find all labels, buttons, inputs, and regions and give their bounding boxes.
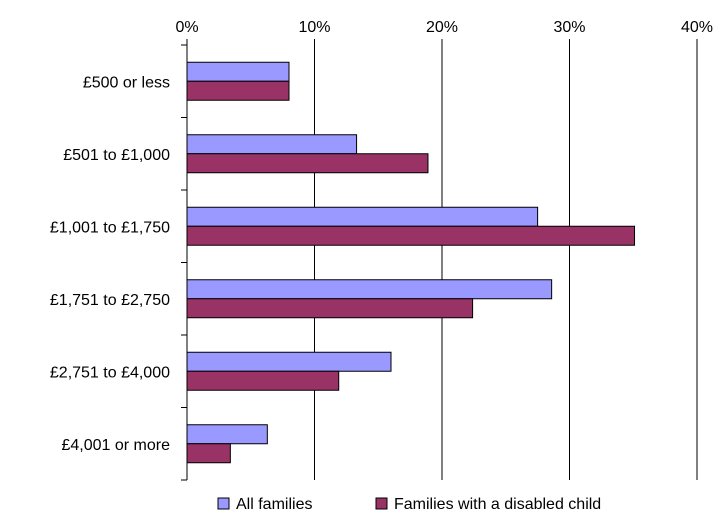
category-label: £501 to £1,000	[63, 147, 170, 164]
x-tick-label: 30%	[553, 19, 585, 36]
category-label: £2,751 to £4,000	[50, 364, 170, 381]
legend-swatch	[375, 497, 388, 510]
bar-families-disabled-child	[186, 370, 340, 391]
bars	[186, 61, 636, 464]
category-label: £4,001 or more	[61, 437, 170, 454]
bar-all-families	[186, 61, 290, 82]
y-axis	[181, 44, 188, 481]
x-tick-label: 20%	[426, 19, 458, 36]
bar-families-disabled-child	[186, 153, 429, 174]
legend: All families Families with a disabled chi…	[217, 496, 601, 513]
bar-families-disabled-child	[186, 298, 474, 319]
x-tick-label: 0%	[175, 19, 198, 36]
category-label: £500 or less	[83, 74, 170, 91]
bar-families-disabled-child	[186, 443, 231, 464]
category-labels: £500 or less £501 to £1,000 £1,001 to £1,7…	[50, 74, 170, 454]
legend-label: All families	[236, 496, 312, 513]
category-label: £1,751 to £2,750	[50, 292, 170, 309]
bar-families-disabled-child	[186, 80, 290, 101]
bar-all-families	[186, 424, 268, 445]
bar-all-families	[186, 279, 553, 300]
category-label: £1,001 to £1,750	[50, 219, 170, 236]
x-tick-label: 40%	[681, 19, 713, 36]
x-axis-tick-labels: 0% 10% 20% 30% 40%	[175, 19, 713, 36]
gridlines	[186, 39, 698, 480]
legend-label: Families with a disabled child	[394, 496, 601, 513]
bar-all-families	[186, 351, 392, 372]
legend-swatch	[217, 497, 230, 510]
bar-families-disabled-child	[186, 225, 636, 246]
x-tick-label: 10%	[298, 19, 330, 36]
bar-all-families	[186, 134, 358, 155]
bar-all-families	[186, 206, 539, 227]
